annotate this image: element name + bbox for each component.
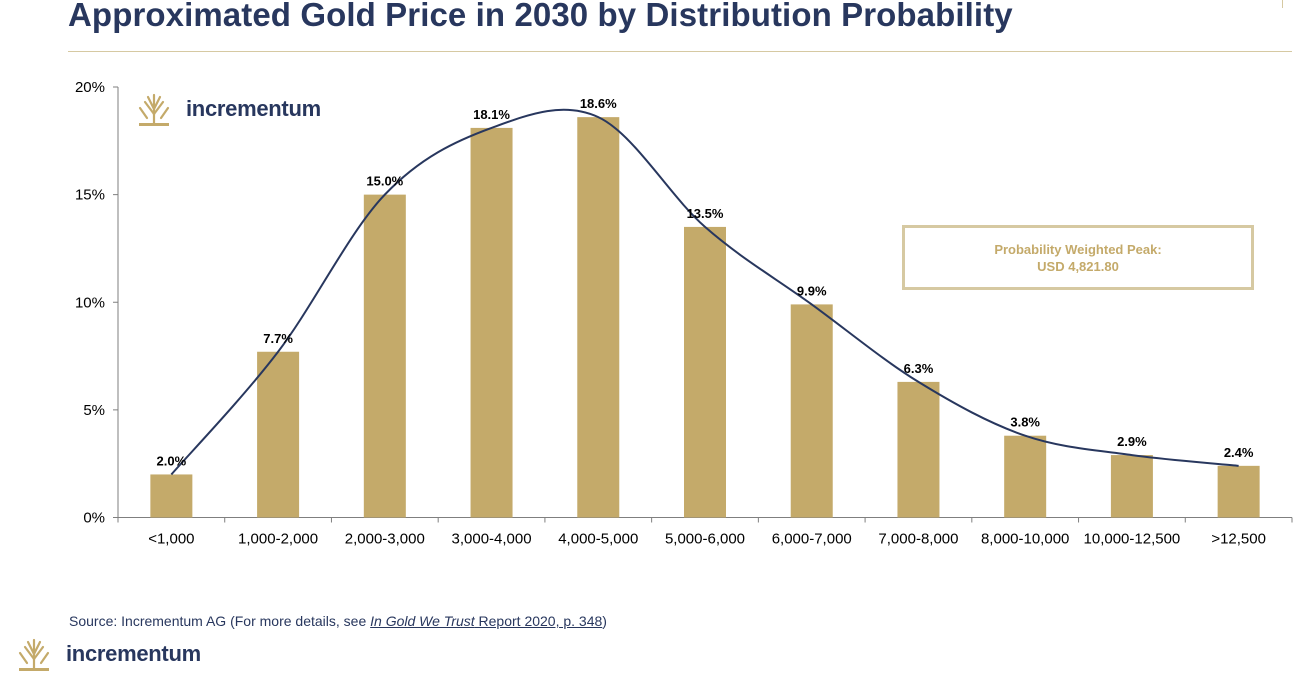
title-divider bbox=[68, 51, 1292, 52]
x-tick-label: 7,000-8,000 bbox=[878, 531, 958, 548]
report-link-title: In Gold We Trust bbox=[370, 613, 475, 629]
footer-logo: incrementum bbox=[16, 637, 201, 671]
brand-name: incrementum bbox=[186, 96, 321, 121]
y-tick-label: 15% bbox=[75, 187, 105, 204]
y-tick-label: 20% bbox=[75, 79, 105, 96]
bar bbox=[150, 474, 193, 518]
x-tick-label: 8,000-10,000 bbox=[981, 531, 1069, 548]
source-suffix: ) bbox=[602, 613, 607, 629]
chart-logo: incrementum bbox=[136, 92, 321, 126]
x-tick-label: 10,000-12,500 bbox=[1084, 531, 1181, 548]
annotation-line2: USD 4,821.80 bbox=[1037, 259, 1119, 274]
bar bbox=[684, 226, 726, 518]
y-tick-label: 0% bbox=[83, 510, 105, 527]
x-tick-label: <1,000 bbox=[148, 531, 194, 548]
report-link-rest: Report 2020, p. 348 bbox=[474, 613, 603, 629]
data-label: 18.1% bbox=[473, 107, 510, 122]
annotation-line1: Probability Weighted Peak: bbox=[994, 242, 1161, 257]
distribution-curve bbox=[170, 108, 1239, 476]
data-label: 13.5% bbox=[687, 206, 724, 221]
bar bbox=[897, 381, 940, 518]
tree-logo-icon bbox=[18, 638, 50, 671]
x-tick-label: 2,000-3,000 bbox=[345, 531, 425, 548]
data-label: 2.0% bbox=[157, 453, 187, 468]
bar bbox=[577, 117, 620, 518]
data-label: 6.3% bbox=[904, 361, 934, 376]
data-label: 9.9% bbox=[797, 283, 827, 298]
x-tick-label: >12,500 bbox=[1211, 531, 1266, 548]
distribution-curve-line bbox=[170, 108, 1239, 476]
brand-name: incrementum bbox=[66, 641, 201, 666]
data-label: 18.6% bbox=[580, 96, 617, 111]
source-prefix: Source: Incrementum AG (For more details… bbox=[69, 613, 371, 629]
tree-logo-icon bbox=[138, 93, 170, 126]
y-tick-label: 10% bbox=[75, 294, 105, 311]
bars bbox=[150, 117, 1260, 518]
source-note: Source: Incrementum AG (For more details… bbox=[69, 613, 607, 629]
bar bbox=[1110, 455, 1153, 518]
bar bbox=[1217, 465, 1260, 518]
y-axis: 0% 5% 10% 15% 20% bbox=[75, 79, 119, 527]
data-label: 7.7% bbox=[263, 331, 293, 346]
x-axis: <1,000 1,000-2,000 2,000-3,000 3,000-4,000 4… bbox=[117, 517, 1293, 548]
x-tick-label: 4,000-5,000 bbox=[558, 531, 638, 548]
data-label: 2.4% bbox=[1224, 445, 1254, 460]
report-link[interactable]: In Gold We Trust Report 2020, p. 348 bbox=[370, 613, 602, 629]
bar bbox=[363, 194, 406, 518]
x-tick-label: 6,000-7,000 bbox=[772, 531, 852, 548]
bar bbox=[1004, 435, 1047, 518]
bar bbox=[790, 304, 833, 518]
x-tick-label: 3,000-4,000 bbox=[452, 531, 532, 548]
value-labels: 2.0% 7.7% 15.0% 18.1% 18.6% 13.5% 9.9% 6.3% 3.8%… bbox=[157, 96, 1254, 468]
x-tick-label: 1,000-2,000 bbox=[238, 531, 318, 548]
data-label: 3.8% bbox=[1010, 415, 1040, 430]
y-tick-label: 5% bbox=[83, 402, 105, 419]
distribution-chart: 0% 5% 10% 15% 20% <1,000 1,000-2,000 2,000-3,0… bbox=[75, 79, 1293, 548]
bar bbox=[257, 351, 300, 518]
annotation-box: Probability Weighted Peak: USD 4,821.80 bbox=[902, 225, 1254, 290]
bar bbox=[470, 127, 513, 518]
annotation-frame bbox=[902, 225, 1254, 290]
corner-divider bbox=[1282, 0, 1283, 8]
page-title: Approximated Gold Price in 2030 by Distr… bbox=[68, 0, 1013, 33]
x-tick-label: 5,000-6,000 bbox=[665, 531, 745, 548]
data-label: 2.9% bbox=[1117, 434, 1147, 449]
data-label: 15.0% bbox=[366, 174, 403, 189]
